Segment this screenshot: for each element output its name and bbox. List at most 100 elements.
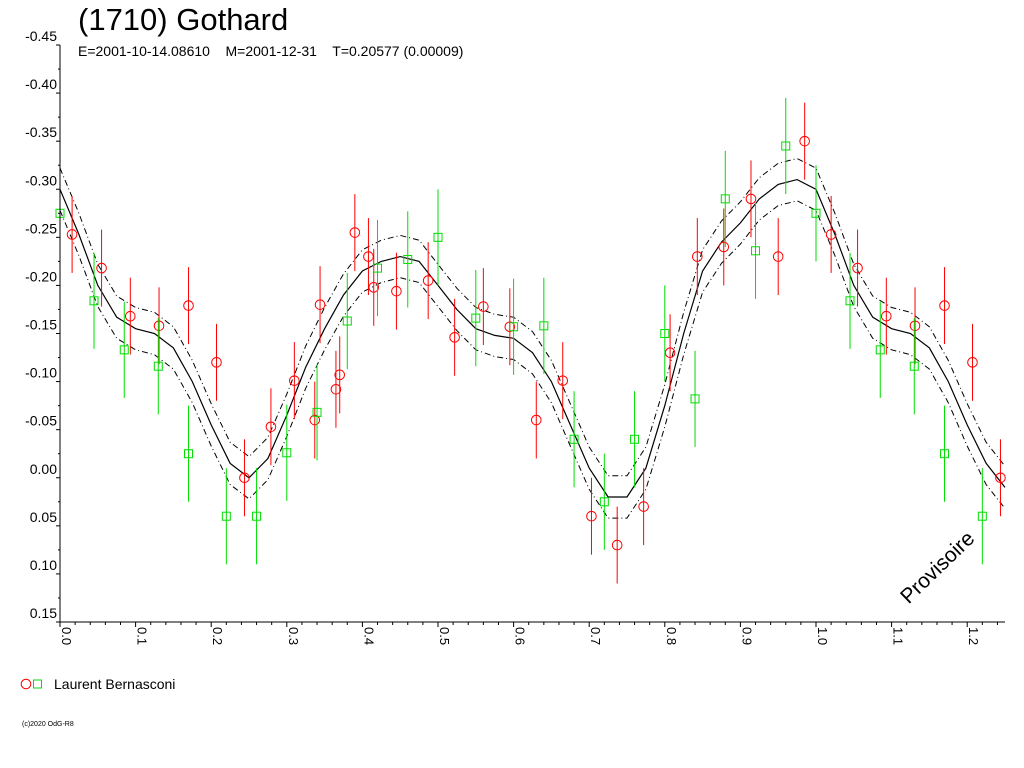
data-point-square — [845, 296, 855, 306]
data-point-circle — [449, 332, 460, 343]
fit-curve — [59, 178, 1006, 498]
y-tick-label: -0.40 — [25, 76, 57, 92]
data-point-circle — [211, 357, 222, 368]
x-tick-label: 0.9 — [739, 627, 754, 645]
data-point-circle — [611, 539, 623, 551]
data-point-circle — [772, 251, 784, 262]
data-point-circle — [368, 282, 380, 293]
data-point-circle — [363, 251, 374, 262]
data-point-square — [184, 449, 194, 459]
fit-curve-layer — [59, 157, 1006, 519]
x-tick-label: 1.2 — [966, 627, 981, 645]
data-point-circle — [309, 414, 321, 426]
data-point-square — [720, 194, 730, 204]
data-point-circle — [334, 369, 346, 381]
y-tick-label: -0.25 — [25, 220, 57, 236]
data-point-circle — [881, 310, 892, 322]
data-point-square — [751, 246, 761, 256]
data-point-circle — [557, 375, 569, 386]
data-point-circle — [153, 320, 165, 332]
data-point-square — [342, 316, 352, 326]
data-point-circle — [692, 251, 703, 262]
data-point-circle — [745, 193, 757, 205]
data-point-circle — [289, 375, 300, 386]
chart-title: (1710) Gothard — [78, 2, 289, 37]
data-point-circle — [586, 510, 597, 522]
fit-curve-upper-band — [59, 157, 1006, 477]
data-point-circle — [504, 321, 516, 333]
data-point-circle — [314, 299, 326, 310]
data-point-circle — [183, 300, 194, 311]
data-point-circle — [995, 472, 1006, 484]
data-point-square — [569, 434, 579, 444]
x-tick-label: 0.2 — [210, 627, 225, 645]
x-tick-label: 0.3 — [286, 627, 301, 645]
data-point-square — [660, 329, 670, 338]
x-tick-label: 0.1 — [135, 627, 150, 645]
x-tick-label: 0.0 — [59, 627, 74, 645]
data-point-square — [252, 511, 262, 521]
data-point-square — [539, 321, 549, 331]
data-point-circle — [478, 301, 489, 312]
fit-curve-lower-band — [59, 200, 1006, 519]
data-point-circle — [422, 275, 434, 286]
legend: Laurent Bernasconi — [20, 674, 175, 694]
data-point-square — [89, 296, 99, 306]
y-tick-label: -0.10 — [25, 365, 57, 381]
data-point-square — [119, 345, 129, 355]
data-point-square — [909, 361, 919, 371]
data-point-square — [312, 407, 322, 417]
x-tick-label: 1.0 — [815, 627, 830, 645]
data-point-square — [282, 448, 292, 458]
data-point-square — [690, 394, 700, 404]
data-point-square — [403, 254, 413, 264]
legend-observer-name: Laurent Bernasconi — [54, 676, 176, 692]
data-point-square — [509, 322, 519, 332]
axes-layer: -0.45 -0.40 -0.35 -0.30 -0.25 -0.20 -0.15 -0.10… — [25, 28, 1005, 645]
data-point-circle — [125, 310, 136, 322]
data-point-circle — [96, 262, 107, 274]
data-point-square — [781, 141, 791, 151]
y-tick-label: 0.15 — [30, 605, 57, 621]
y-tick-label: -0.45 — [25, 28, 57, 44]
x-tick-label: 0.8 — [664, 627, 679, 645]
data-point-circle — [330, 383, 342, 395]
data-point-square — [630, 434, 640, 444]
data-point-square — [433, 232, 443, 242]
y-tick-label: -0.20 — [25, 268, 57, 284]
data-point-circle — [967, 357, 978, 368]
data-point-circle — [239, 472, 250, 484]
y-tick-label: 0.05 — [30, 509, 57, 525]
data-point-square — [373, 263, 383, 273]
data-point-square — [599, 497, 609, 507]
data-point-square — [811, 208, 821, 218]
data-point-square — [875, 345, 885, 355]
y-tick-label: -0.05 — [25, 413, 57, 429]
data-point-circle — [909, 320, 921, 332]
data-point-circle — [530, 414, 542, 426]
data-point-square — [471, 313, 481, 323]
x-tick-label: 0.6 — [513, 627, 528, 645]
data-point-circle — [265, 421, 277, 433]
x-tick-label: 1.1 — [891, 627, 906, 645]
y-tick-label: -0.30 — [25, 172, 57, 188]
data-point-circle — [852, 262, 863, 274]
data-point-circle — [799, 135, 810, 147]
data-point-square — [153, 361, 163, 371]
y-tick-label: 0.10 — [30, 557, 57, 573]
data-point-circle — [391, 285, 402, 297]
x-tick-label: 0.5 — [437, 627, 452, 645]
data-point-circle — [66, 229, 78, 240]
data-point-circle — [349, 227, 361, 238]
legend-markers-icon — [20, 678, 42, 690]
data-point-circle — [638, 501, 649, 512]
y-tick-label: -0.35 — [25, 124, 57, 140]
y-tick-label: 0.00 — [30, 461, 57, 477]
chart-subtitle: E=2001-10-14.08610 M=2001-12-31 T=0.2057… — [78, 43, 464, 59]
data-point-square — [977, 511, 987, 521]
data-point-circle — [939, 300, 950, 311]
data-point-square — [221, 511, 231, 521]
copyright-text: (c)2020 OdG-R8 — [22, 721, 74, 728]
data-point-square — [940, 449, 950, 459]
